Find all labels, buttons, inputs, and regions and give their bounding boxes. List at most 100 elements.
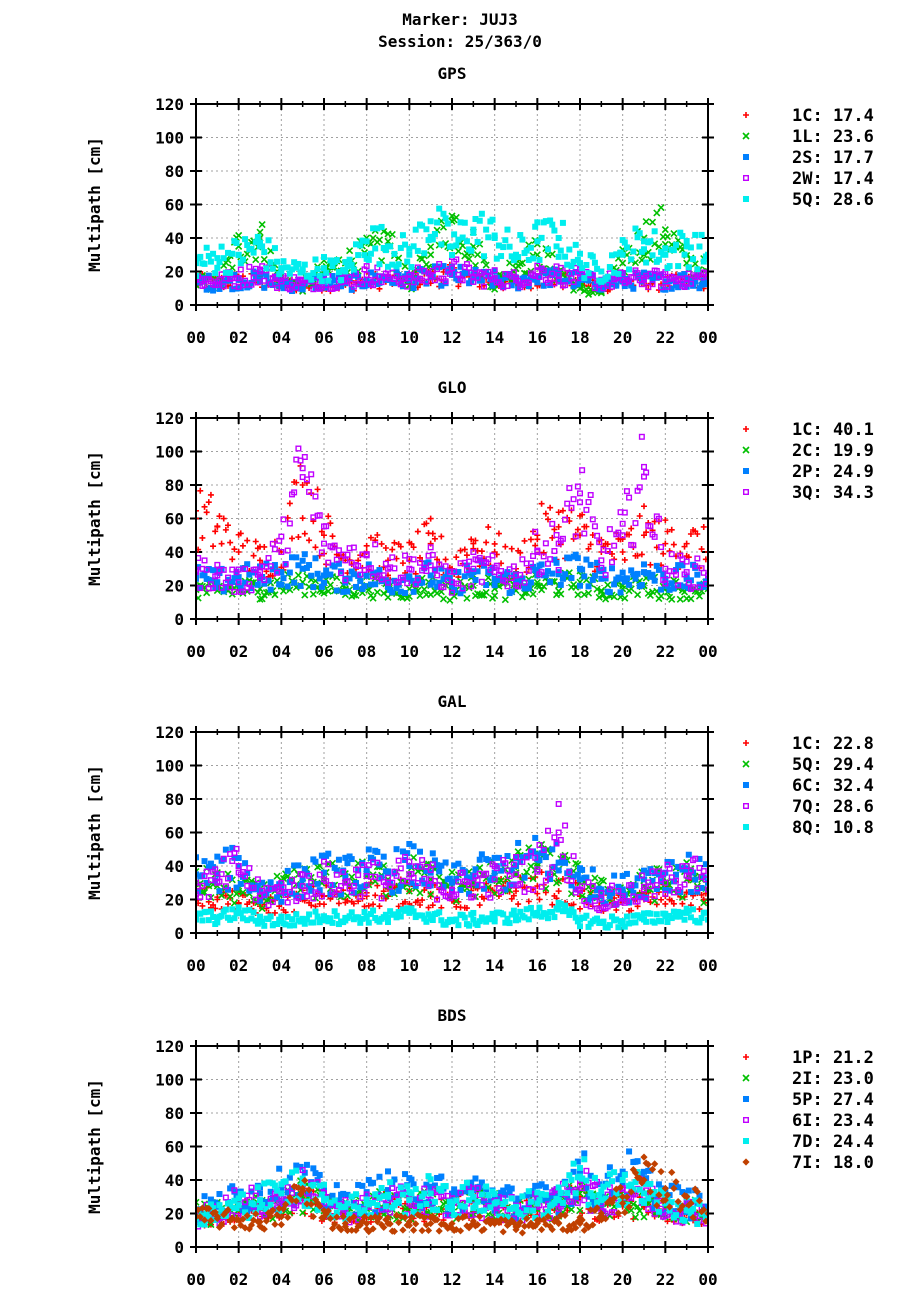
data-point-fill (491, 232, 498, 239)
data-point-fill (574, 871, 581, 878)
data-point-fill (410, 556, 417, 563)
data-point-fill (410, 874, 417, 881)
data-point-fill (583, 261, 590, 268)
data-point-fill (367, 911, 374, 918)
data-point-fill (606, 264, 613, 271)
data-point-fill (677, 272, 684, 279)
data-point-fill (414, 247, 421, 254)
data-point-fill (514, 848, 522, 856)
data-point-fill (438, 282, 445, 289)
data-point-fill (389, 261, 396, 268)
data-point-fill (355, 1181, 362, 1188)
data-point-fill (250, 909, 257, 916)
data-point-fill (589, 883, 596, 890)
data-point-fill (431, 535, 438, 542)
data-point-fill (609, 252, 615, 259)
data-point-fill (252, 256, 260, 264)
x-tick-label: 02 (229, 1270, 248, 1289)
data-point-fill (457, 886, 464, 893)
data-point-fill (681, 251, 688, 258)
data-point-fill (574, 526, 581, 533)
data-point-fill (685, 264, 692, 271)
data-point-fill (348, 856, 355, 863)
data-point-fill (282, 560, 289, 567)
data-point-fill (542, 1184, 549, 1191)
data-point-fill (363, 869, 370, 876)
data-point-fill (231, 271, 238, 278)
data-point-fill (320, 589, 328, 597)
data-point-fill (327, 882, 334, 889)
data-point-fill (295, 895, 302, 902)
data-point-fill (355, 872, 362, 879)
data-point-fill (545, 516, 551, 523)
legend-label: 8Q: 10.8 (792, 818, 874, 838)
data-point-fill (538, 1181, 545, 1188)
data-point-fill (210, 901, 217, 908)
data-point (342, 575, 349, 582)
data-point-fill (568, 575, 575, 582)
data-point-fill (598, 890, 605, 897)
data-point-fill (224, 875, 231, 882)
legend-marker (743, 803, 750, 810)
data-point-fill (427, 515, 434, 522)
data-point-fill (410, 544, 417, 551)
data-point-fill (333, 587, 340, 594)
data-point-fill (333, 871, 340, 878)
data-point-fill (325, 861, 332, 868)
data-point-fill (527, 560, 534, 567)
data-point-fill (429, 902, 436, 909)
data-point-fill (589, 576, 596, 583)
data-point-fill (453, 242, 460, 249)
x-tick-label: 00 (698, 642, 717, 661)
data-point-fill (308, 902, 315, 909)
data-point-fill (286, 520, 293, 527)
y-tick-label: 100 (155, 443, 184, 462)
data-point-fill (515, 901, 522, 908)
data-point-fill (562, 822, 569, 829)
data-point-fill (280, 285, 287, 292)
data-point-fill (265, 237, 272, 244)
data-point-fill (626, 531, 633, 538)
x-tick-label: 12 (442, 642, 461, 661)
data-point-fill (508, 911, 515, 918)
data-point-fill (564, 261, 571, 268)
data-point-fill (231, 915, 238, 922)
data-point-fill (214, 853, 221, 860)
data-point-fill (397, 543, 404, 550)
data-point-fill (442, 859, 449, 866)
data-point-fill (621, 578, 628, 585)
data-point-fill (271, 245, 278, 252)
data-point-fill (463, 269, 470, 276)
data-point-fill (553, 243, 560, 250)
data-point-fill (410, 279, 417, 286)
data-point-fill (442, 556, 449, 563)
data-point-fill (278, 533, 285, 540)
data-point (321, 265, 327, 272)
data-point (278, 569, 285, 576)
data-point-fill (623, 488, 630, 495)
data-point-fill (323, 567, 330, 574)
data-point-fill (604, 282, 611, 289)
data-point-fill (225, 901, 231, 907)
data-point (385, 1187, 391, 1194)
data-point-fill (626, 266, 633, 273)
data-point-fill (259, 918, 266, 925)
data-point-fill (662, 910, 669, 917)
data-point-fill (567, 1206, 576, 1214)
data-point-fill (438, 241, 445, 248)
data-point-fill (429, 861, 436, 868)
data-point-fill (427, 890, 435, 898)
data-point-fill (574, 1158, 581, 1165)
data-point-fill (391, 250, 398, 257)
data-point-fill (581, 573, 588, 580)
data-point-fill (222, 892, 229, 899)
data-point-fill (463, 566, 470, 573)
data-point-fill (692, 855, 699, 862)
x-tick-label: 16 (528, 642, 547, 661)
data-point-fill (271, 909, 278, 916)
data-point-fill (357, 571, 364, 578)
data-point-fill (621, 594, 629, 602)
data-point-fill (293, 554, 300, 561)
data-point-fill (676, 595, 684, 603)
